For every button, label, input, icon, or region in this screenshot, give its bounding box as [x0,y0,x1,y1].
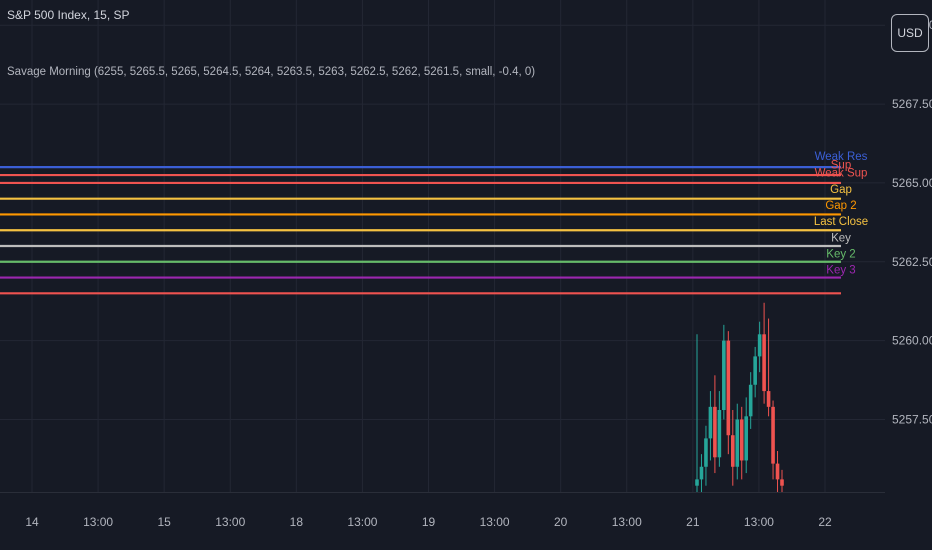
x-tick-label: 13:00 [83,515,113,529]
x-tick-label: 15 [157,515,171,529]
level-label: Gap [830,184,852,196]
candle-body [730,435,735,467]
level-label: Last Close [814,216,868,228]
candle-body [780,479,784,486]
x-tick-label: 22 [818,515,832,529]
candle-body [695,479,699,486]
currency-button[interactable]: USD [891,14,929,52]
candle-body [757,334,762,357]
candle-body [762,334,766,392]
candle-body [744,416,749,461]
level-label: Sup [831,159,851,171]
candle-body [717,410,722,458]
x-tick-label: 14 [25,515,39,529]
candle-body [775,463,780,480]
candle-body [748,384,753,417]
candle-body [735,419,740,467]
x-tick-label: 13:00 [215,515,245,529]
x-tick-label: 18 [290,515,304,529]
x-tick-label: 13:00 [744,515,774,529]
candle-body [713,406,717,458]
candle-body [766,391,771,407]
level-label: Key 2 [826,249,855,261]
y-tick-label: 5262.50 [892,255,932,269]
candle-body [704,438,708,467]
candle-body [726,340,731,436]
y-tick-label: 5267.50 [892,97,932,111]
x-tick-label: 13:00 [612,515,642,529]
candle-body [722,340,726,410]
level-label: Weak Res [815,151,868,163]
x-tick-label: 13:00 [480,515,510,529]
y-tick-label: 5265.00 [892,176,932,190]
candle-body [699,466,704,480]
level-label: Key [831,232,851,244]
x-tick-label: 19 [422,515,436,529]
candle-body [708,406,713,439]
candlesticks [695,302,784,492]
level-label: Key 3 [826,265,855,277]
y-tick-label: 5260.00 [892,334,932,348]
time-axis[interactable]: 14 13:00 15 13:00 18 13:00 19 13:00 20 13:00 21 13:… [25,515,832,529]
candle-body [753,356,757,385]
candle-body [739,419,744,461]
x-tick-label: 13:00 [347,515,377,529]
indicator-legend[interactable]: Savage Morning (6255, 5265.5, 5265, 5264… [7,66,536,78]
level-label: Gap 2 [825,200,856,212]
candle-body [771,406,775,464]
indicator-levels [0,166,841,295]
level-label: Weak Sup [815,168,868,180]
x-tick-label: 21 [686,515,700,529]
y-tick-label: 5257.50 [892,412,932,426]
x-tick-label: 20 [554,515,568,529]
symbol-title[interactable]: S&P 500 Index, 15, SP [7,8,130,22]
